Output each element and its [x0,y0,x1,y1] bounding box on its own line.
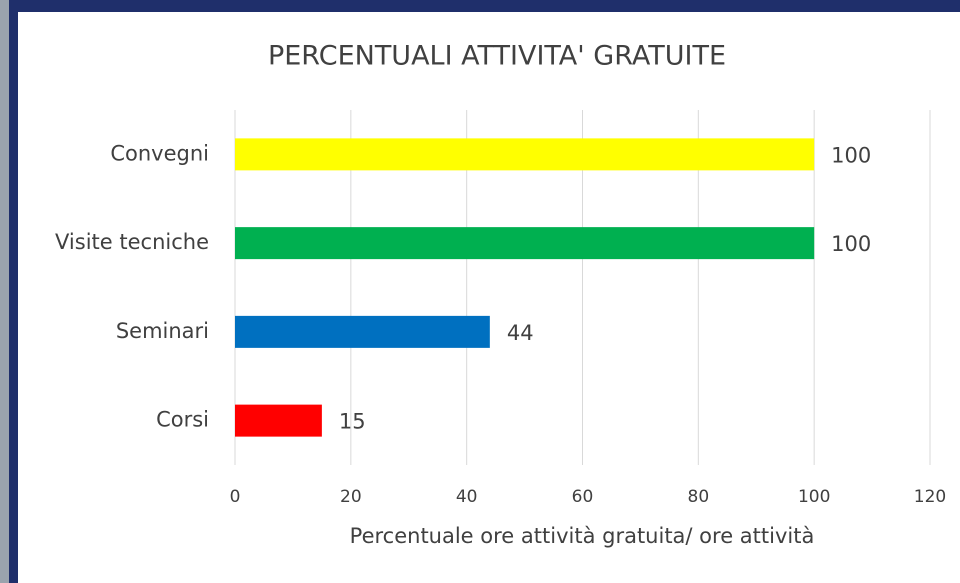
frame-edge [0,0,9,583]
x-tick-label: 0 [230,487,241,507]
x-tick-label: 100 [798,487,830,507]
x-tick-label: 80 [688,487,710,507]
data-label: 15 [339,410,366,434]
frame-top [9,0,960,12]
y-tick-label: Convegni [110,141,209,165]
x-tick-label: 20 [340,487,362,507]
plot: 0 20 40 60 80 100 120 Convegni 100 Visite tecnich… [55,110,946,507]
x-tick-label: 40 [456,487,478,507]
x-axis-label: Percentuale ore attività gratuita/ ore a… [350,524,815,548]
data-label: 44 [507,321,534,345]
data-label: 100 [831,232,871,256]
frame-left [9,0,18,583]
y-tick-label: Corsi [156,408,209,432]
bar [235,227,815,260]
x-tick-label: 120 [914,487,946,507]
data-label: 100 [831,143,871,167]
y-tick-label: Visite tecniche [55,230,209,254]
bar [235,404,322,437]
bar [235,315,490,348]
y-tick-label: Seminari [116,319,209,343]
x-tick-label: 60 [572,487,594,507]
chart-title: PERCENTUALI ATTIVITA' GRATUITE [268,41,726,72]
bar [235,138,815,171]
